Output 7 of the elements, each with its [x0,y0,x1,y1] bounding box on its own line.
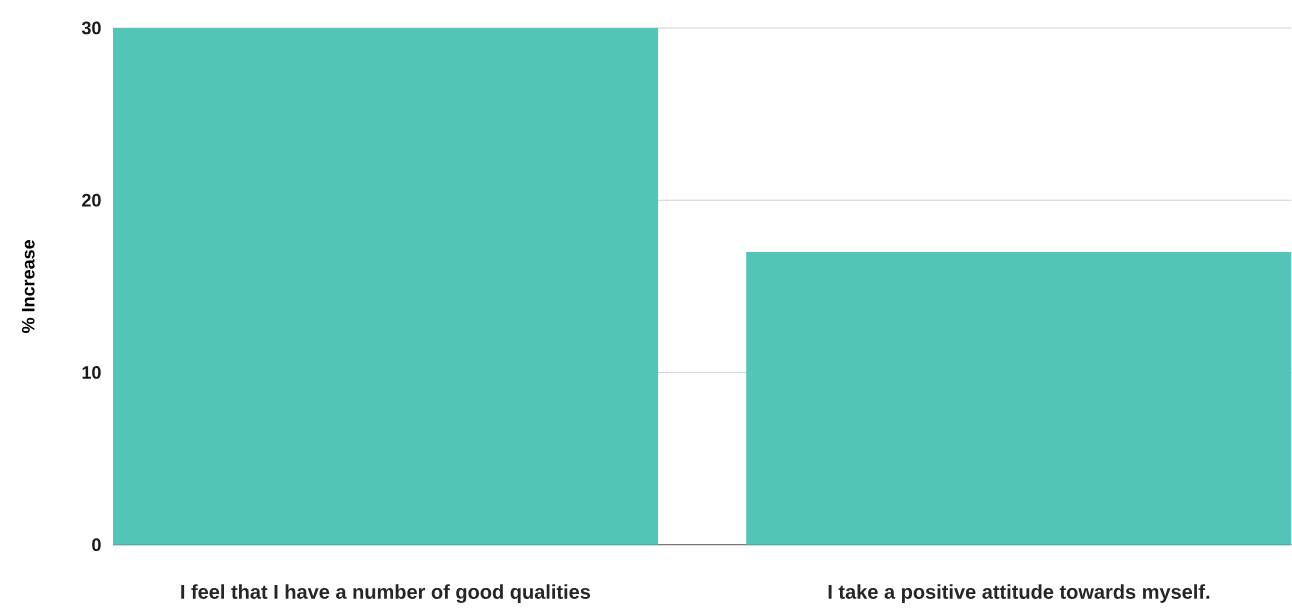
y-tick-label: 30 [81,21,101,35]
x-tick-label: I feel that I have a number of good qualities [181,584,591,604]
y-tick-label: 20 [82,194,101,207]
y-tick-label: 10 [82,366,101,379]
y-axis-title: % Increase [21,240,35,334]
x-tick-label: I take a positive attitude towards myself. [828,584,1210,604]
y-tick-label: 0 [92,538,101,552]
